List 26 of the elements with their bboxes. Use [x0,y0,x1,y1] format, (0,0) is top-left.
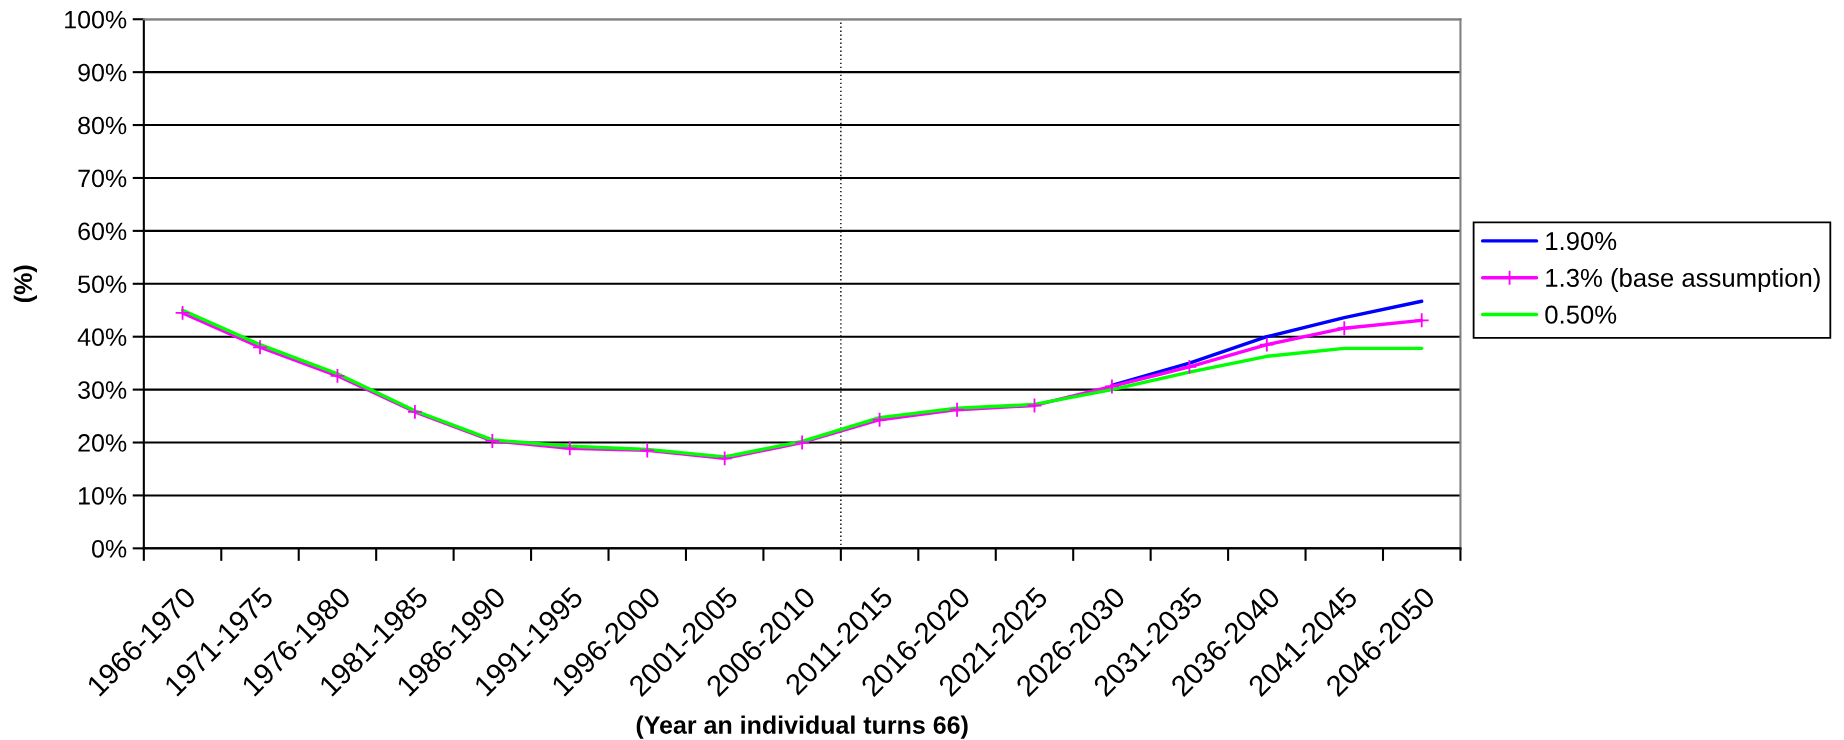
y-axis-title: (%) [13,265,37,302]
legend-label: 1.90% [1546,231,1617,251]
point [1259,337,1274,352]
point [950,402,964,417]
y-tick-label: 60% [78,222,127,241]
point [407,404,422,419]
y-tick-label: 90% [78,63,127,82]
x-axis-title: (Year an individual turns 66) [636,715,968,739]
point [717,451,732,466]
point [1337,321,1352,336]
y-tick-label: 30% [78,381,127,399]
legend-label: 0.50% [1545,305,1617,324]
y-tick-label: 20% [78,434,127,452]
y-tick-label: 0% [92,539,127,558]
point [253,340,267,355]
y-tick-label: 70% [78,169,127,188]
legend-label: 1.3% (base assumption) [1546,268,1820,293]
point [1182,359,1197,374]
y-tick-label: 100% [65,10,127,29]
y-tick-label: 50% [78,275,127,294]
point [1414,313,1429,328]
y-tick-label: 40% [77,328,127,346]
y-tick-label: 80% [78,116,127,135]
point [562,441,577,456]
point [485,433,500,448]
y-tick-label: 10% [79,487,127,505]
